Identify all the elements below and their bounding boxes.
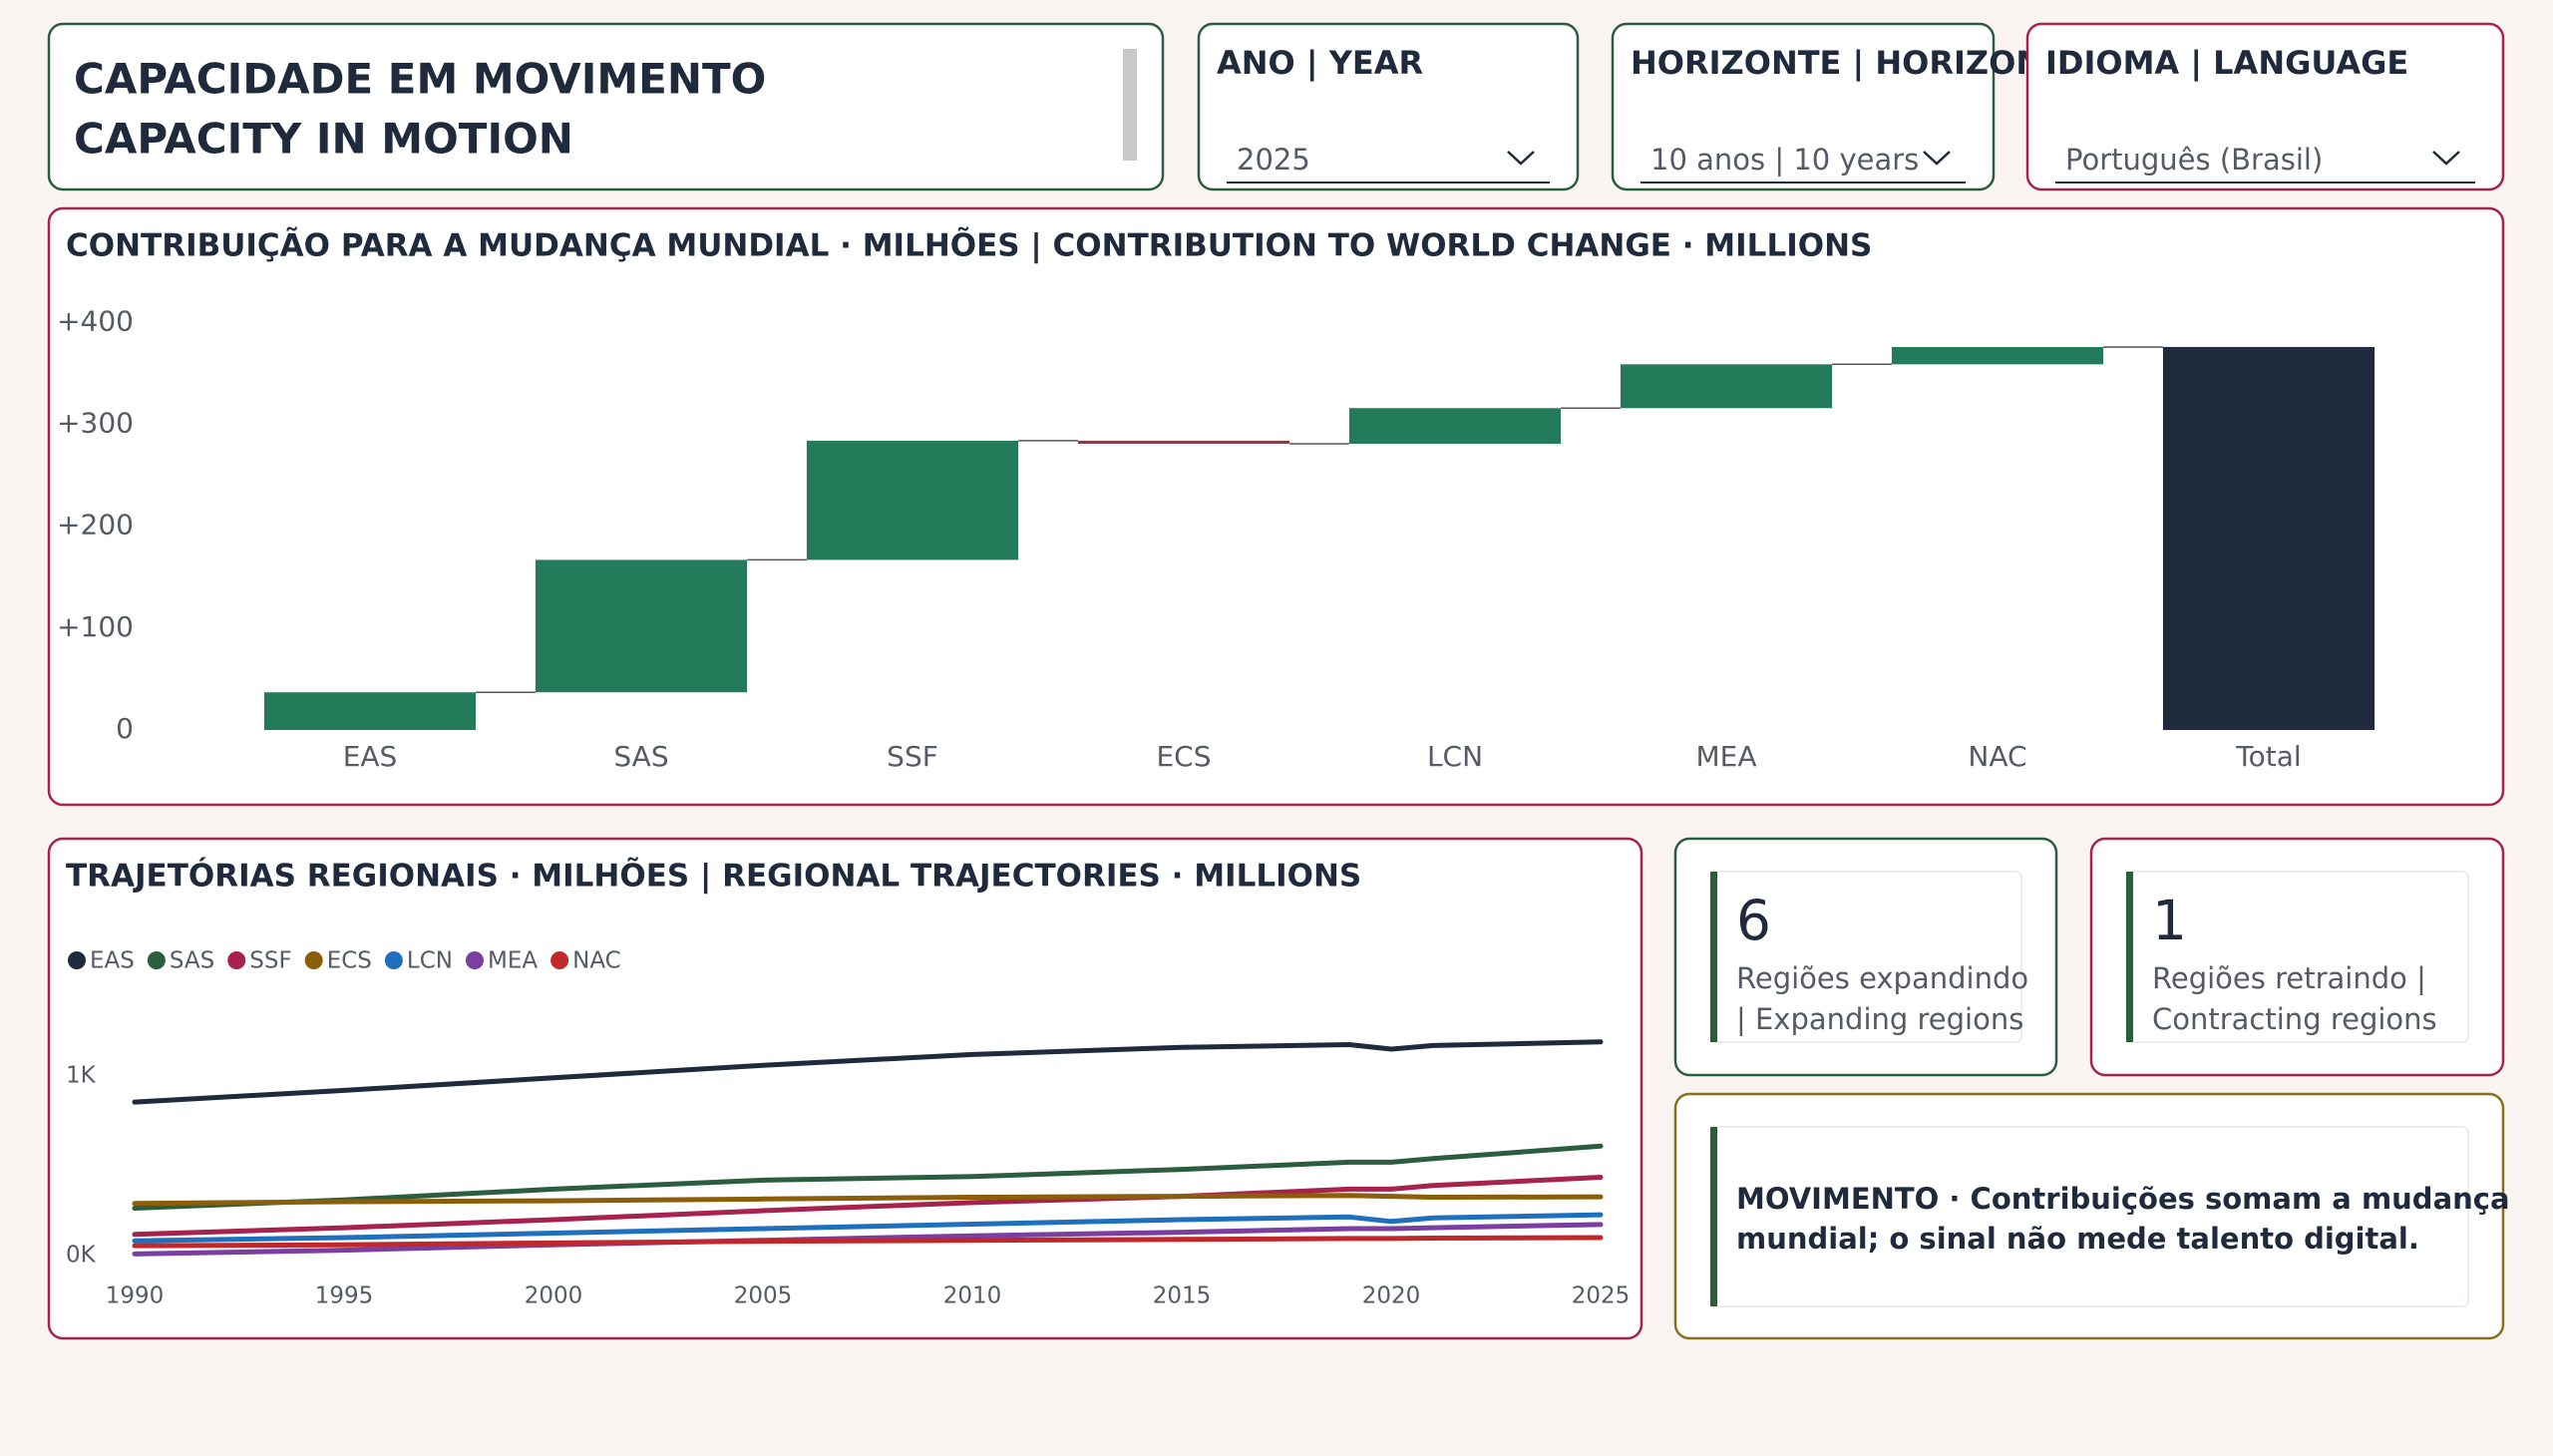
x-tick-label: MEA bbox=[1695, 740, 1756, 773]
x-tick-label: 2020 bbox=[1362, 1283, 1421, 1309]
x-tick-label: SSF bbox=[887, 740, 938, 773]
dropdown-value: 2025 bbox=[1237, 143, 1310, 177]
chart-title: CONTRIBUIÇÃO PARA A MUDANÇA MUNDIAL · MI… bbox=[66, 227, 1872, 264]
y-tick-label: 1K bbox=[66, 1063, 97, 1089]
y-tick-label: +300 bbox=[57, 407, 134, 440]
filter-label: ANO | YEAR bbox=[1217, 44, 1423, 83]
series-line bbox=[132, 1222, 1604, 1257]
bar bbox=[1348, 408, 1562, 444]
y-tick-label: 0K bbox=[66, 1243, 97, 1269]
y-tick-label: +200 bbox=[57, 509, 134, 542]
chevron bbox=[2432, 151, 2460, 166]
x-tick-label: EAS bbox=[343, 740, 398, 773]
x-tick-label: SAS bbox=[613, 740, 668, 773]
bar bbox=[263, 692, 477, 730]
x-tick-label: Total bbox=[2235, 740, 2301, 773]
filter-panel bbox=[1611, 22, 1996, 191]
legend-swatch[interactable] bbox=[227, 951, 246, 969]
bar bbox=[535, 559, 748, 693]
x-tick-label: 2015 bbox=[1153, 1283, 1212, 1309]
dropdown-value: 10 anos | 10 years bbox=[1650, 143, 1919, 177]
chevron bbox=[1923, 151, 1951, 166]
kpi-accent bbox=[2126, 872, 2133, 1042]
filter-label: IDIOMA | LANGUAGE bbox=[2045, 44, 2408, 83]
x-tick-label: ECS bbox=[1156, 740, 1211, 773]
legend-swatch[interactable] bbox=[384, 951, 403, 969]
note-text: mundial; o sinal não mede talento digita… bbox=[1736, 1222, 2419, 1256]
kpi-label: Regiões retraindo | bbox=[2152, 961, 2426, 995]
line-panel bbox=[47, 837, 1643, 1340]
kpi-value: 6 bbox=[1736, 889, 1771, 952]
note-inner bbox=[1709, 1126, 2469, 1307]
chart-title: TRAJETÓRIAS REGIONAIS · MILHÕES | REGION… bbox=[66, 858, 1361, 895]
series-line bbox=[132, 1235, 1604, 1249]
series-line bbox=[132, 1175, 1604, 1238]
kpi-label: Contracting regions bbox=[2152, 1002, 2437, 1036]
legend-swatch[interactable] bbox=[465, 951, 484, 969]
bar bbox=[1891, 346, 2104, 365]
legend-swatch[interactable] bbox=[304, 951, 323, 969]
kpi-label: Regiões expandindo bbox=[1736, 961, 2028, 995]
x-tick-label: 1995 bbox=[315, 1283, 374, 1309]
x-tick-label: 2010 bbox=[943, 1283, 1002, 1309]
header-title: CAPACIDADE EM MOVIMENTO bbox=[74, 55, 766, 104]
bar bbox=[1077, 440, 1290, 444]
chevron bbox=[1507, 151, 1535, 166]
x-tick-label: 2000 bbox=[525, 1283, 583, 1309]
bar bbox=[806, 440, 1019, 560]
scrollbar[interactable] bbox=[1123, 49, 1137, 161]
legend-swatch[interactable] bbox=[550, 951, 569, 969]
legend-label[interactable]: EAS bbox=[90, 948, 135, 974]
legend-label[interactable]: ECS bbox=[327, 948, 372, 974]
legend-label[interactable]: SAS bbox=[170, 948, 214, 974]
bar bbox=[1620, 364, 1833, 409]
series-line bbox=[132, 1039, 1604, 1105]
legend-label[interactable]: LCN bbox=[407, 948, 453, 974]
x-tick-label: LCN bbox=[1427, 740, 1483, 773]
kpi-label: | Expanding regions bbox=[1736, 1002, 2023, 1036]
note-accent bbox=[1710, 1127, 1717, 1306]
x-tick-label: NAC bbox=[1968, 740, 2026, 773]
kpi-accent bbox=[1710, 872, 1717, 1042]
kpi-value: 1 bbox=[2152, 889, 2187, 952]
y-tick-label: +100 bbox=[57, 610, 134, 643]
header-title: CAPACITY IN MOTION bbox=[74, 115, 573, 164]
filter-panel bbox=[2025, 22, 2505, 191]
x-tick-label: 2025 bbox=[1572, 1283, 1631, 1309]
x-tick-label: 2005 bbox=[734, 1283, 793, 1309]
legend-label[interactable]: NAC bbox=[572, 948, 621, 974]
legend-label[interactable]: MEA bbox=[488, 948, 538, 974]
series-line bbox=[132, 1212, 1604, 1244]
legend-swatch[interactable] bbox=[147, 951, 166, 969]
header-panel bbox=[47, 22, 1165, 191]
bar bbox=[2162, 346, 2375, 730]
y-tick-label: 0 bbox=[116, 712, 134, 745]
note-text: MOVIMENTO · Contribuições somam a mudanç… bbox=[1736, 1182, 2510, 1216]
series-line bbox=[132, 1143, 1604, 1211]
x-tick-label: 1990 bbox=[106, 1283, 165, 1309]
legend-label[interactable]: SSF bbox=[249, 948, 291, 974]
y-tick-label: +400 bbox=[57, 304, 134, 337]
legend-swatch[interactable] bbox=[68, 951, 86, 969]
series-line bbox=[132, 1193, 1604, 1207]
filter-panel bbox=[1197, 22, 1580, 191]
filter-label: HORIZONTE | HORIZON bbox=[1631, 44, 2042, 83]
dropdown-value: Português (Brasil) bbox=[2065, 143, 2323, 177]
